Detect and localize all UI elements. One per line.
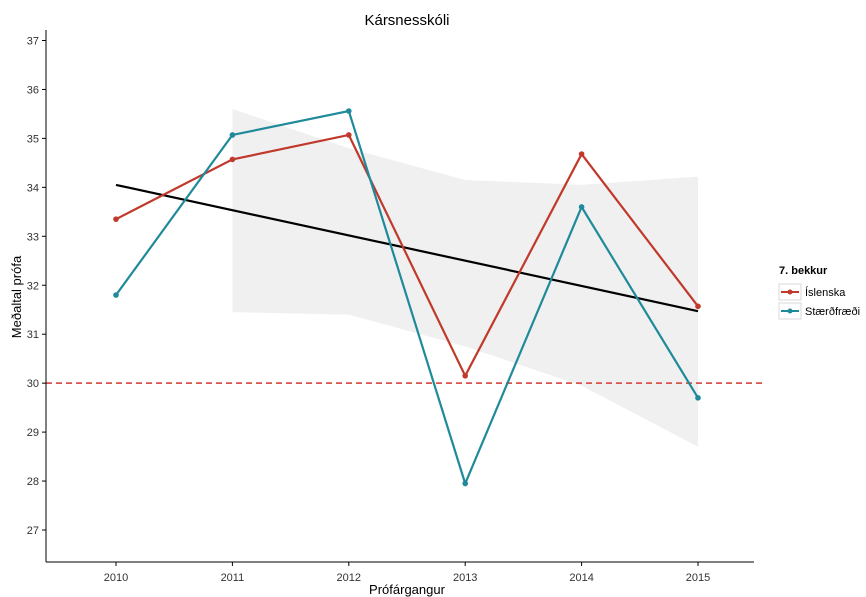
x-tick-label: 2010 [104, 572, 128, 584]
y-tick-label: 36 [27, 84, 39, 96]
x-tick-label: 2014 [569, 572, 593, 584]
y-tick-label: 31 [27, 329, 39, 341]
series-Íslenska [113, 132, 701, 379]
data-point [462, 480, 469, 487]
x-tick-label: 2015 [686, 572, 710, 584]
y-tick-label: 32 [27, 280, 39, 292]
legend: 7. bekkur Íslenska Stærðfræði [778, 265, 860, 320]
series-layer [113, 108, 701, 487]
y-axis-title: Meðaltal prófa [9, 255, 24, 338]
legend-label: Íslenska [805, 286, 846, 299]
data-point [113, 292, 119, 298]
x-axis-ticks: 2010 2011 2012 2013 2014 2015 [104, 562, 710, 584]
data-point [578, 151, 585, 157]
y-tick-label: 29 [27, 427, 39, 439]
confidence-band [232, 109, 698, 447]
confidence-band-layer [232, 109, 698, 447]
x-tick-label: 2013 [453, 572, 477, 584]
y-tick-label: 37 [27, 36, 39, 48]
y-tick-label: 34 [27, 182, 39, 194]
y-tick-label: 35 [27, 133, 39, 145]
data-point [229, 132, 236, 138]
y-tick-label: 33 [27, 231, 39, 243]
data-point [578, 204, 585, 210]
data-point [695, 395, 701, 401]
trend-line-layer [115, 183, 699, 313]
legend-label: Stærðfræði [805, 306, 860, 318]
legend-key-point [787, 289, 793, 295]
data-point [229, 156, 236, 163]
x-tick-label: 2011 [221, 572, 245, 584]
data-point [346, 108, 352, 114]
series-line [115, 109, 699, 487]
x-tick-label: 2012 [337, 572, 361, 584]
data-point [695, 303, 701, 310]
legend-key-point [787, 308, 793, 314]
legend-items: Íslenska Stærðfræði [778, 283, 860, 320]
y-axis-ticks: 27 28 29 30 31 32 33 34 35 36 37 [27, 36, 46, 537]
data-point [346, 132, 352, 138]
chart-title: Kársnesskóli [364, 12, 449, 29]
legend-title: 7. bekkur [779, 265, 828, 277]
x-axis-title: Prófárgangur [369, 582, 446, 597]
y-tick-label: 27 [27, 525, 39, 537]
y-tick-label: 30 [27, 378, 39, 390]
series-Stærðfræði [113, 108, 701, 487]
data-point [462, 373, 469, 379]
series-line [115, 133, 699, 379]
data-point [113, 216, 119, 222]
trend-line [115, 183, 699, 313]
y-tick-label: 28 [27, 476, 39, 488]
